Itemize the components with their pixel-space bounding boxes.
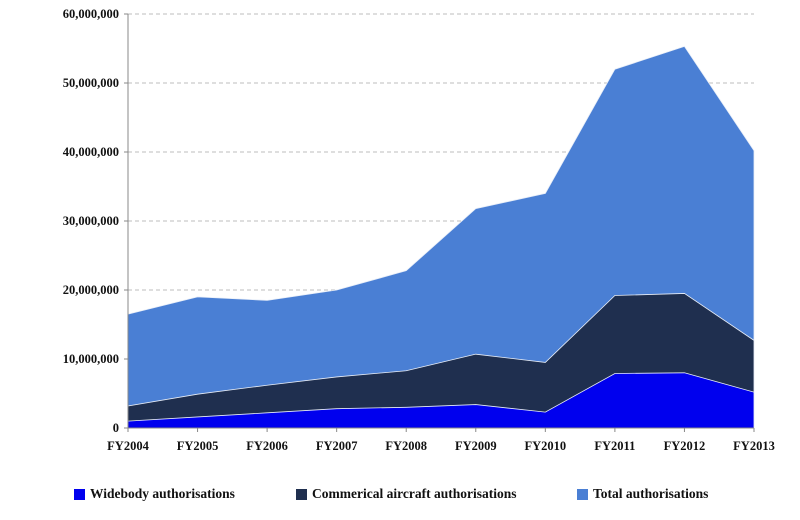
- x-axis-tick-labels: FY2004 FY2005 FY2006 FY2007 FY2008 FY2009 FY20…: [107, 439, 775, 453]
- legend-item-commercial: Commerical aircraft authorisations: [296, 486, 516, 502]
- legend-item-widebody: Widebody authorisations: [74, 486, 235, 502]
- x-tick-label: FY2005: [177, 439, 219, 453]
- x-tick-label: FY2013: [733, 439, 775, 453]
- legend-swatch-total: [577, 488, 588, 500]
- y-tick-label: 0: [113, 421, 119, 435]
- area-widebody-authorisations: [127, 372, 755, 429]
- legend-item-total: Total authorisations: [577, 486, 708, 502]
- legend-swatch-widebody: [74, 488, 85, 500]
- y-tick-label: 50,000,000: [63, 76, 119, 90]
- y-tick-label: 60,000,000: [63, 7, 119, 21]
- y-tick-label: 20,000,000: [63, 283, 119, 297]
- y-tick-label: 40,000,000: [63, 145, 119, 159]
- y-tick-label: 10,000,000: [63, 352, 119, 366]
- legend: Widebody authorisations Commerical aircr…: [0, 486, 800, 508]
- legend-label-total: Total authorisations: [593, 486, 709, 501]
- x-tick-label: FY2006: [246, 439, 288, 453]
- x-tick-label: FY2007: [316, 439, 358, 453]
- legend-swatch-commercial: [296, 488, 307, 500]
- y-tick-label: 30,000,000: [63, 214, 119, 228]
- x-tick-label: FY2011: [594, 439, 635, 453]
- x-tick-label: FY2012: [664, 439, 706, 453]
- series-areas: [127, 45, 755, 429]
- y-axis-tick-labels: 0 10,000,000 20,000,000 30,000,000 40,000,00…: [63, 7, 119, 435]
- x-tick-label: FY2010: [524, 439, 566, 453]
- legend-label-commercial: Commerical aircraft authorisations: [312, 486, 517, 501]
- x-tick-label: FY2004: [107, 439, 149, 453]
- axes: [124, 13, 755, 432]
- legend-label-widebody: Widebody authorisations: [90, 486, 235, 501]
- x-tick-label: FY2008: [385, 439, 427, 453]
- x-tick-label: FY2009: [455, 439, 497, 453]
